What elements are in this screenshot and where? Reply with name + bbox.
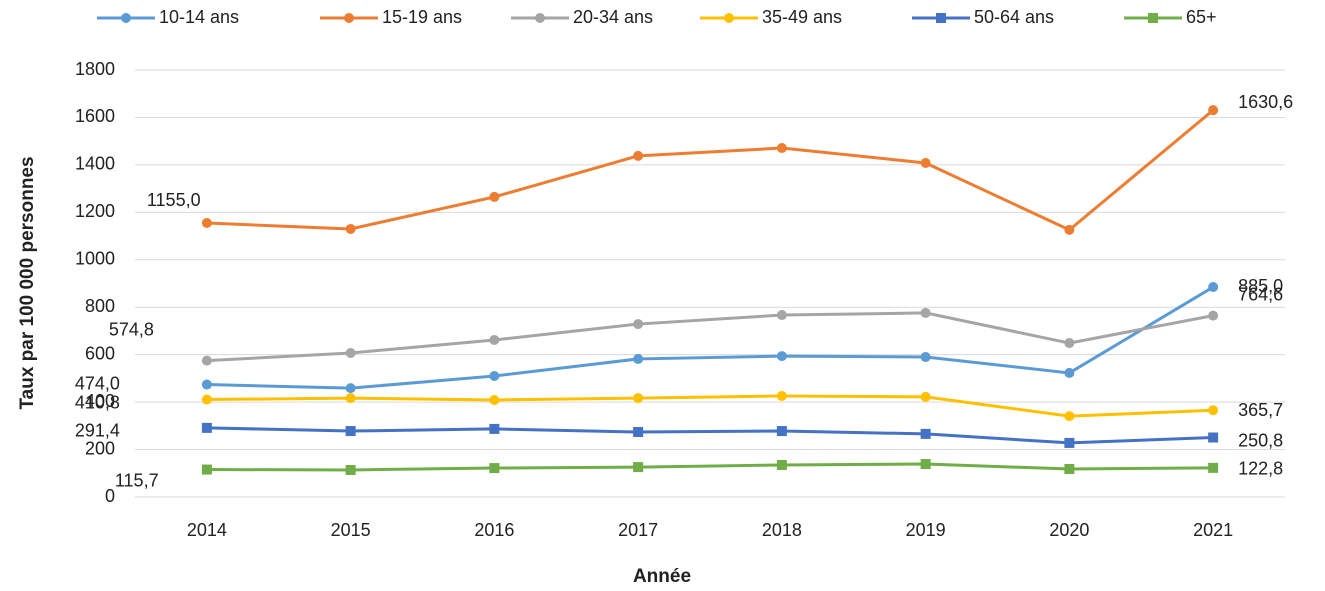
point [345,348,356,359]
point [1208,432,1219,443]
point [489,463,500,474]
point [201,422,212,433]
point [1208,405,1219,416]
point [920,459,931,470]
point [1064,224,1075,235]
series-line [206,462,1214,472]
point [920,428,931,439]
point [1064,338,1075,349]
x-tick-label: 2018 [762,520,802,540]
y-axis-title: Taux par 100 000 personnes [17,156,38,409]
point [633,462,644,473]
point [1064,464,1075,475]
data-label: 1155,0 [147,190,201,210]
x-tick-label: 2016 [474,520,514,540]
point [1208,282,1219,293]
point [633,319,644,330]
legend-label: 50-64 ans [974,7,1054,27]
data-label: 250,8 [1238,430,1283,450]
point [201,355,212,366]
data-label: 115,7 [115,470,159,490]
point [201,379,212,390]
point [345,393,356,404]
y-tick-label: 1200 [75,201,115,221]
legend-label: 35-49 ans [762,7,842,27]
legend-label: 65+ [1186,7,1217,27]
legend-marker [121,13,131,23]
y-tick-label: 600 [85,343,115,363]
point [776,310,787,321]
point [1064,437,1075,448]
x-tick-label: 2020 [1049,520,1089,540]
point [1208,310,1219,321]
point [920,391,931,402]
legend-label: 20-34 ans [573,7,653,27]
point [201,218,212,229]
data-label: 885,0 [1238,276,1283,296]
point [201,464,212,475]
point [633,393,644,404]
y-tick-label: 1000 [75,249,115,269]
legend-marker [344,13,354,23]
point [776,390,787,401]
point [345,383,356,394]
point [920,157,931,168]
y-tick-label: 1800 [75,59,115,79]
series-line [206,394,1214,418]
y-tick-label: 400 [85,391,115,411]
y-tick-label: 200 [85,438,115,458]
y-tick-label: 800 [85,296,115,316]
point [201,394,212,405]
y-tick-label: 1400 [75,154,115,174]
data-label: 574,8 [109,319,154,339]
series-line [206,426,1214,445]
point [1064,367,1075,378]
x-tick-label: 2014 [187,520,227,540]
data-label: 122,8 [1238,459,1283,479]
point [633,353,644,364]
point [489,191,500,202]
point [920,352,931,363]
point [345,464,356,475]
point [776,426,787,437]
data-label: 291,4 [75,421,120,441]
legend-marker [1148,13,1158,23]
data-label: 764,6 [1238,284,1283,304]
point [345,426,356,437]
point [489,371,500,382]
point [1208,105,1219,116]
series-line [206,311,1214,363]
point [633,427,644,438]
point [633,150,644,161]
series-line [206,109,1215,232]
data-label: 1630,6 [1238,92,1293,112]
point [489,334,500,345]
point [489,394,500,405]
legend-marker [535,13,545,23]
x-tick-label: 2015 [331,520,371,540]
point [345,223,356,234]
y-tick-label: 1600 [75,106,115,126]
y-tick-label: 0 [105,486,115,506]
x-tick-label: 2019 [906,520,946,540]
point [1208,462,1219,473]
legend-label: 15-19 ans [382,7,462,27]
data-label: 365,7 [1238,400,1283,420]
point [1064,411,1075,422]
legend-marker [724,13,734,23]
x-axis-title: Année [633,566,691,587]
x-tick-label: 2021 [1193,520,1233,540]
legend-marker [936,13,946,23]
data-label: 474,0 [75,373,120,393]
data-label: 410,8 [75,392,120,412]
legend-label: 10-14 ans [159,7,239,27]
point [920,307,931,318]
point [776,459,787,470]
point [489,423,500,434]
point [776,351,787,362]
series-line [206,285,1214,390]
x-tick-label: 2017 [618,520,658,540]
point [776,143,787,154]
